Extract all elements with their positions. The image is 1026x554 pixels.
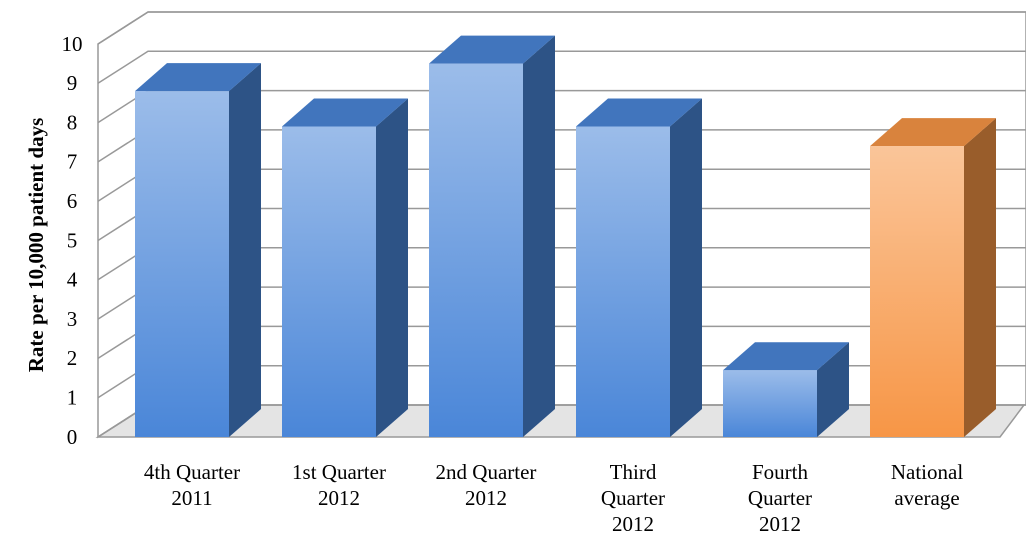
bar-highlight [870, 146, 964, 437]
bar-top-shade [282, 98, 408, 127]
bar-side [229, 63, 261, 437]
bar-top [723, 342, 849, 371]
bar-highlight [576, 126, 670, 437]
bar-top-shade [870, 118, 996, 147]
x-tick-label: 1st Quarter 2012 [292, 460, 386, 510]
x-tick-label: Third Quarter 2012 [600, 460, 666, 536]
bar-highlight [429, 63, 523, 438]
bar-top-shade [723, 342, 849, 371]
x-tick-label: National average [890, 460, 964, 510]
bar-top [870, 118, 996, 147]
bar-top-shade [576, 98, 702, 127]
x-tick-label: 4th Quarter 2011 [143, 460, 241, 510]
grid-line [97, 11, 1026, 45]
y-tick-label: 7 [67, 150, 78, 174]
bar-side-shade [523, 35, 555, 438]
y-tick-label: 2 [67, 346, 78, 370]
bar-side-shade [229, 63, 261, 437]
bar-highlight [135, 91, 229, 437]
y-tick-label: 9 [67, 71, 78, 95]
y-axis-label: Rate per 10,000 patient days [24, 118, 48, 373]
bar-top [135, 63, 261, 92]
bar-side [376, 98, 408, 437]
y-tick-label: 10 [62, 32, 83, 56]
bar-side [817, 342, 849, 437]
bar-side-shade [376, 98, 408, 437]
grid-line [97, 50, 1026, 84]
bar-highlight [723, 370, 817, 437]
bar-side [523, 35, 555, 438]
bar-top-shade [429, 35, 555, 64]
x-tick-label: Fourth Quarter 2012 [747, 460, 813, 536]
y-tick-label: 6 [67, 189, 78, 213]
y-tick-label: 0 [67, 425, 78, 449]
bar-top [429, 35, 555, 64]
bar-side-shade [670, 98, 702, 437]
bar-highlight [282, 126, 376, 437]
bar-top-shade [135, 63, 261, 92]
y-tick-label: 5 [67, 228, 78, 252]
bar-top [282, 98, 408, 127]
bar-side-shade [817, 342, 849, 437]
y-tick-label: 4 [67, 268, 78, 292]
y-tick-label: 8 [67, 110, 78, 134]
bar-top [576, 98, 702, 127]
x-tick-label: 2nd Quarter 2012 [435, 460, 537, 510]
bar-side-shade [964, 118, 996, 438]
y-tick-label: 3 [67, 307, 78, 331]
bar-side [670, 98, 702, 437]
bar-side [964, 118, 996, 438]
y-tick-label: 1 [67, 386, 78, 410]
